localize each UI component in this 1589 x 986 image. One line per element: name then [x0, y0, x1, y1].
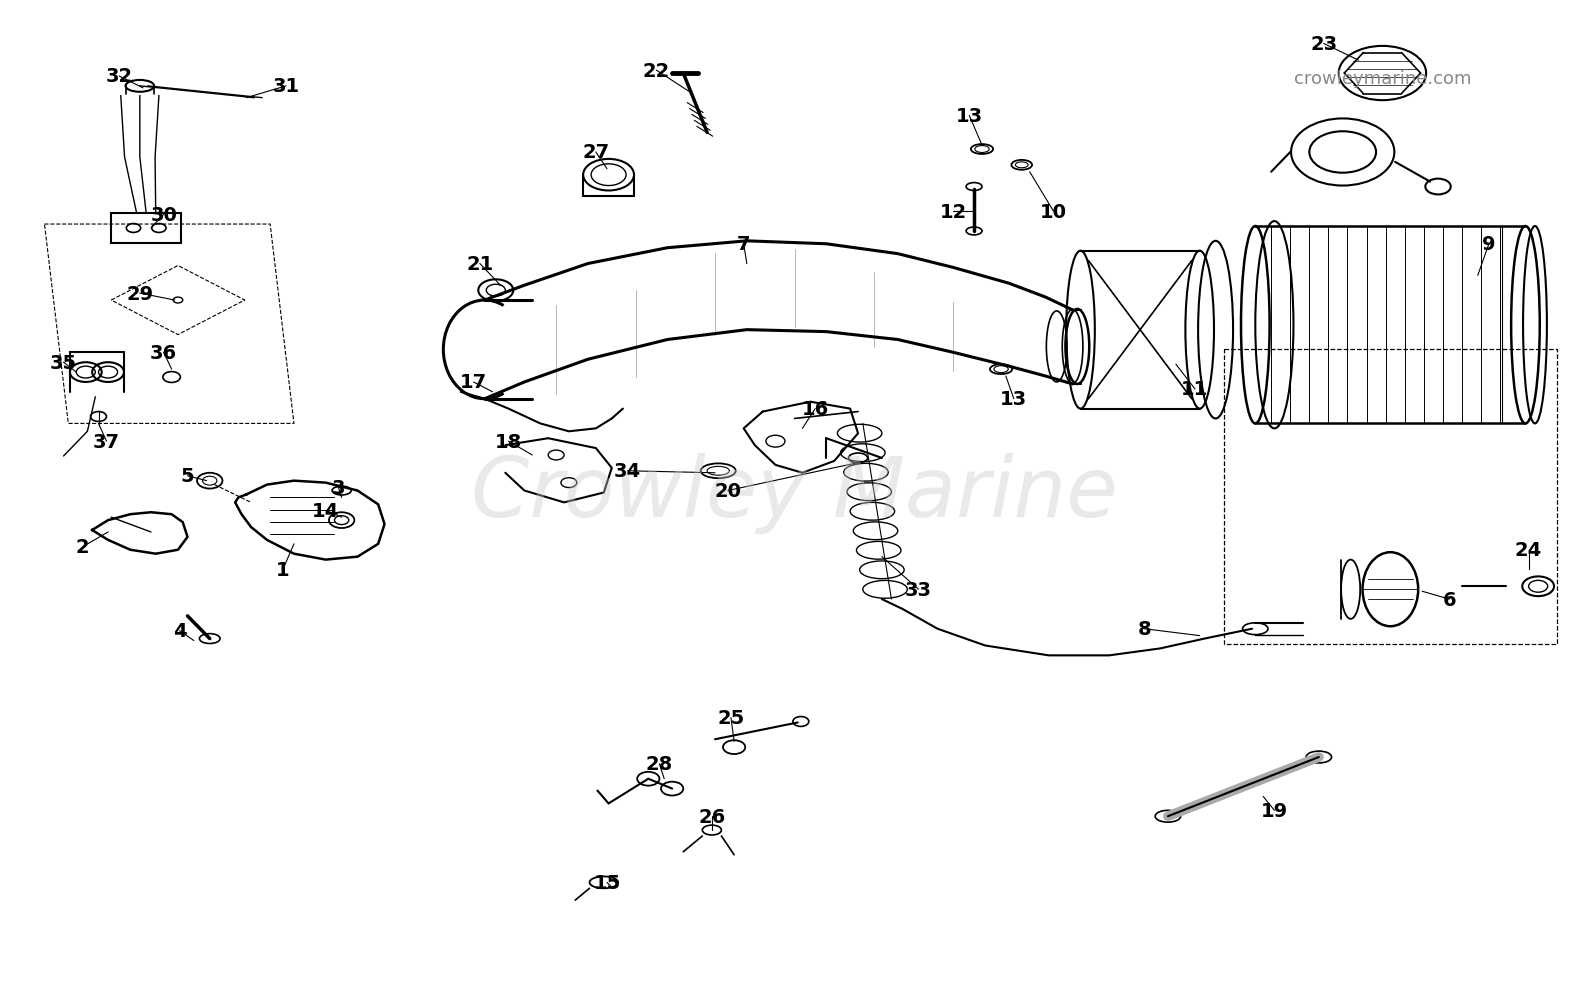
Text: 8: 8	[1138, 619, 1150, 639]
Text: 34: 34	[613, 461, 642, 481]
Text: 6: 6	[1443, 590, 1456, 609]
Text: 22: 22	[642, 61, 671, 81]
Text: 5: 5	[181, 466, 194, 486]
Text: crowleymarine.com: crowleymarine.com	[1293, 70, 1471, 88]
Text: 28: 28	[645, 754, 674, 774]
Text: 10: 10	[1041, 202, 1066, 222]
Text: 31: 31	[272, 77, 300, 97]
Text: 30: 30	[151, 205, 176, 225]
Text: 15: 15	[593, 873, 621, 892]
Text: 20: 20	[715, 481, 740, 501]
Text: 23: 23	[1309, 35, 1338, 54]
Text: 7: 7	[737, 235, 750, 254]
Text: 33: 33	[906, 580, 931, 599]
Text: 24: 24	[1514, 540, 1543, 560]
Text: 27: 27	[582, 143, 610, 163]
Text: 35: 35	[49, 353, 78, 373]
Text: 1: 1	[276, 560, 289, 580]
Text: 17: 17	[459, 373, 488, 392]
Text: 21: 21	[466, 254, 494, 274]
Text: 19: 19	[1260, 801, 1289, 820]
Bar	[1224, 350, 1557, 644]
Text: 3: 3	[332, 478, 345, 498]
Text: 12: 12	[939, 202, 968, 222]
Text: 37: 37	[94, 432, 119, 452]
Text: 18: 18	[494, 432, 523, 452]
Bar	[111, 214, 181, 244]
Text: 29: 29	[126, 284, 154, 304]
Text: 16: 16	[801, 399, 829, 419]
Text: 36: 36	[149, 343, 178, 363]
Text: 13: 13	[999, 389, 1028, 409]
Text: 2: 2	[76, 537, 89, 557]
Text: 4: 4	[173, 621, 186, 641]
Text: 11: 11	[1181, 380, 1209, 399]
Text: 9: 9	[1483, 235, 1495, 254]
Text: Crowley Marine: Crowley Marine	[472, 453, 1117, 533]
Text: 26: 26	[698, 807, 726, 826]
Text: 25: 25	[717, 708, 745, 728]
Text: 32: 32	[105, 67, 133, 87]
Text: 14: 14	[311, 501, 340, 521]
Text: 13: 13	[955, 106, 984, 126]
